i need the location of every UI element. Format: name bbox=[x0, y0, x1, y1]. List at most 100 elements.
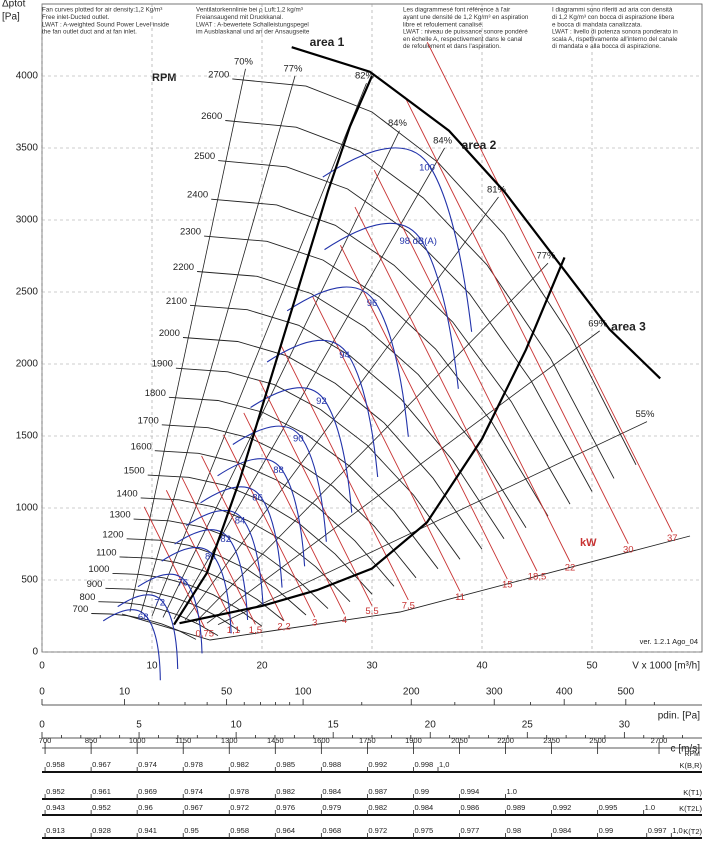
note-line: Fan curves plotted for air density:1,2 K… bbox=[42, 7, 162, 14]
k-value: 0.994 bbox=[460, 787, 479, 796]
k-value: 0.98 bbox=[507, 826, 522, 835]
k-value: 0.995 bbox=[599, 803, 618, 812]
power-line bbox=[340, 245, 508, 580]
rpm-label: 900 bbox=[87, 579, 103, 590]
note-line: im Ausblaskanal und an der Ansaugseite bbox=[196, 29, 310, 36]
note-line: I diagrammi sono riferiti ad aria con de… bbox=[552, 7, 673, 14]
version: ver. 1.2.1 Ago_04 bbox=[640, 637, 698, 646]
rpm-label: 1000 bbox=[88, 564, 109, 575]
k-row-name: K(T2) bbox=[683, 827, 702, 836]
k-value: 0.967 bbox=[92, 760, 111, 769]
rpm-label: 1400 bbox=[117, 488, 138, 499]
rpm-curve bbox=[161, 424, 417, 579]
note-line: ayant une densité de 1,2 Kg/m³ en aspira… bbox=[403, 14, 529, 21]
scale-tick-label: 2350 bbox=[543, 736, 560, 745]
y-tick-label: 1000 bbox=[16, 503, 39, 514]
k-value: 0.99 bbox=[414, 787, 429, 796]
rpm-curve bbox=[182, 337, 483, 550]
rpm-label: 1800 bbox=[145, 388, 166, 399]
rpm-label: 1300 bbox=[109, 510, 130, 521]
scale-tick-label: 50 bbox=[221, 687, 233, 698]
efficiency-label: 77% bbox=[283, 64, 303, 75]
power-label: 3 bbox=[312, 618, 317, 629]
power-label: 30 bbox=[623, 544, 634, 555]
power-label: 1,1 bbox=[227, 625, 240, 636]
power-line bbox=[201, 455, 285, 622]
sound-label: 80 bbox=[205, 551, 216, 562]
y-axis-unit: [Pa] bbox=[2, 12, 20, 23]
y-tick-label: 2000 bbox=[16, 359, 39, 370]
rpm-label: 2500 bbox=[194, 151, 215, 162]
rpm-curve bbox=[126, 538, 307, 616]
y-tick-label: 2500 bbox=[16, 287, 39, 298]
scale-tick-label: 850 bbox=[85, 736, 98, 745]
efficiency-line bbox=[217, 421, 648, 626]
y-tick-label: 1500 bbox=[16, 431, 39, 442]
k-value: 0.982 bbox=[368, 803, 387, 812]
efficiency-label: 69% bbox=[588, 318, 608, 329]
efficiency-label: 70% bbox=[234, 56, 254, 67]
rpm-label: 800 bbox=[80, 592, 96, 603]
k-value: 0.964 bbox=[276, 826, 295, 835]
sound-label: 92 bbox=[316, 396, 327, 407]
rpm-title: RPM bbox=[152, 72, 176, 84]
area-label: area 3 bbox=[611, 320, 646, 334]
scale-tick-label: 1450 bbox=[267, 736, 284, 745]
k-value: 0.928 bbox=[92, 826, 111, 835]
efficiency-line bbox=[162, 130, 400, 618]
note-line: libre et refoulement canalisé. bbox=[403, 21, 484, 28]
power-line bbox=[165, 490, 234, 625]
k-value: 0.958 bbox=[230, 826, 249, 835]
efficiency-label: 84% bbox=[388, 118, 408, 129]
sound-label: 86 bbox=[252, 492, 263, 503]
k-value: 0.992 bbox=[368, 760, 387, 769]
k-value: 0.974 bbox=[138, 760, 157, 769]
scale-label: RPM bbox=[684, 751, 700, 758]
scale-tick-label: 30 bbox=[619, 720, 631, 731]
x-tick-label: 20 bbox=[256, 661, 268, 672]
sound-curve bbox=[217, 458, 306, 567]
scale-tick-label: 25 bbox=[522, 720, 534, 731]
rpm-curve bbox=[147, 474, 373, 595]
efficiency-label: 82% bbox=[355, 71, 375, 82]
efficiency-line bbox=[129, 68, 246, 612]
rpm-curve bbox=[211, 198, 571, 505]
x-axis-label: V x 1000 [m³/h] bbox=[632, 661, 700, 672]
k-value: 0.99 bbox=[599, 826, 614, 835]
power-label: 18,5 bbox=[528, 572, 547, 583]
x-tick-label: 40 bbox=[476, 661, 488, 672]
scale-tick-label: 5 bbox=[136, 720, 142, 731]
k-value: 0.941 bbox=[138, 826, 157, 835]
rpm-curve bbox=[175, 367, 461, 560]
scale-tick-label: 1000 bbox=[129, 736, 146, 745]
scale-tick-label: 2700 bbox=[651, 736, 668, 745]
rpm-label: 2400 bbox=[187, 190, 208, 201]
k-value: 0.972 bbox=[368, 826, 387, 835]
scale-tick-label: 2050 bbox=[451, 736, 468, 745]
power-label: 0,75 bbox=[196, 629, 215, 640]
rpm-curve bbox=[225, 120, 615, 479]
efficiency-label: 55% bbox=[635, 409, 655, 420]
scale-tick-label: 2200 bbox=[497, 736, 514, 745]
rpm-curve bbox=[204, 235, 549, 517]
note-line: di 1,2 Kg/m³ con bocca di aspirazione li… bbox=[552, 14, 675, 21]
k-value: 0.913 bbox=[46, 826, 65, 835]
power-label: 37 bbox=[667, 533, 678, 544]
power-label: 2,2 bbox=[277, 621, 290, 632]
efficiency-label: 81% bbox=[487, 184, 507, 195]
k-value: 1,0 bbox=[672, 826, 682, 835]
sound-curve bbox=[286, 286, 409, 437]
efficiency-line bbox=[140, 75, 296, 614]
k-value: 0.985 bbox=[276, 760, 295, 769]
note-line: en échelle A, respectivement dans le can… bbox=[403, 36, 522, 43]
k-value: 0.982 bbox=[230, 760, 249, 769]
power-line bbox=[258, 379, 373, 606]
efficiency-label: 77% bbox=[536, 251, 556, 262]
power-line bbox=[181, 477, 256, 625]
sound-label: 68 bbox=[138, 612, 149, 623]
scale-tick-label: 300 bbox=[486, 687, 503, 698]
k-value: 0.986 bbox=[460, 803, 479, 812]
sound-curve bbox=[185, 509, 264, 606]
sound-label: 72 bbox=[154, 598, 165, 609]
scale-tick-label: 2500 bbox=[589, 736, 606, 745]
